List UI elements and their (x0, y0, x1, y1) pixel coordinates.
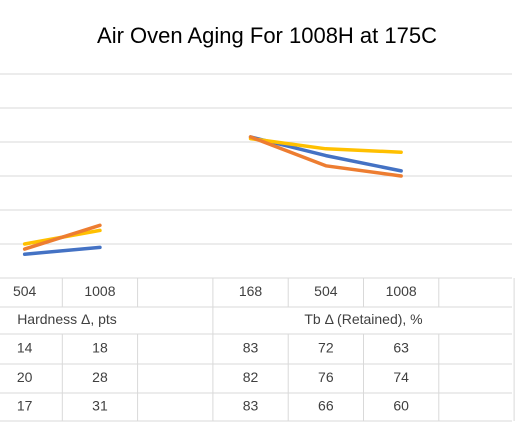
table-value: 60 (393, 398, 409, 414)
table-value: 82 (243, 369, 259, 385)
table-value: 14 (17, 340, 33, 356)
x-tick-label: 1008 (386, 283, 417, 299)
table-value: 17 (17, 398, 33, 414)
table-value: 18 (92, 340, 108, 356)
x-tick-label: 504 (314, 283, 338, 299)
table-value: 20 (17, 369, 33, 385)
table-value: 66 (318, 398, 334, 414)
table-value: 83 (243, 340, 259, 356)
table-value: 31 (92, 398, 108, 414)
table-value: 83 (243, 398, 259, 414)
series-line (22, 135, 403, 256)
table-value: 63 (393, 340, 409, 356)
series-line (22, 135, 403, 251)
chart-title: Air Oven Aging For 1008H at 175C (97, 23, 437, 48)
x-tick-label: 168 (239, 283, 263, 299)
table-value: 76 (318, 369, 334, 385)
series-line (22, 136, 403, 246)
group-label: Tb Δ (Retained), % (304, 311, 422, 327)
table-value: 74 (393, 369, 409, 385)
x-tick-label: 1008 (84, 283, 115, 299)
x-tick-label: 504 (13, 283, 37, 299)
group-label: Hardness Δ, pts (17, 311, 117, 327)
table-value: 72 (318, 340, 334, 356)
table-value: 28 (92, 369, 108, 385)
